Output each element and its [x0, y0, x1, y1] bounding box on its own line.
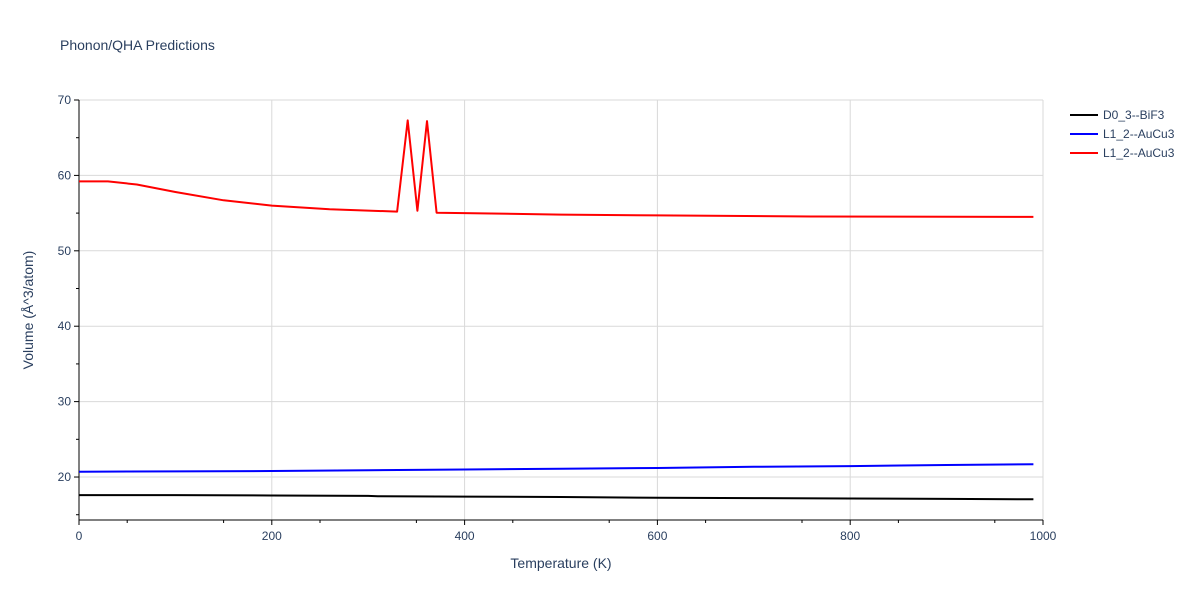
grid [79, 99, 1044, 520]
series-line-0 [79, 494, 1034, 501]
x-tick-label: 600 [647, 529, 667, 543]
x-ticks: 0 200 400 600 800 1000 [76, 520, 1057, 543]
y-ticks: 20 30 40 50 60 70 [58, 93, 79, 516]
x-tick-label: 1000 [1030, 529, 1057, 543]
y-axis-title: Volume (Å^3/atom) [20, 251, 36, 370]
axes [78, 100, 1043, 521]
x-axis-title: Temperature (K) [510, 555, 611, 571]
chart-title: Phonon/QHA Predictions [60, 37, 215, 53]
y-tick-label: 50 [58, 244, 72, 258]
y-tick-label: 30 [58, 395, 72, 409]
legend-label: D0_3--BiF3 [1103, 108, 1165, 122]
x-tick-label: 0 [76, 529, 83, 543]
y-tick-label: 70 [58, 93, 72, 107]
legend: D0_3--BiF3 L1_2--AuCu3 L1_2--AuCu3 [1070, 108, 1175, 160]
legend-label: L1_2--AuCu3 [1103, 127, 1175, 141]
series-lines [78, 119, 1034, 501]
y-tick-label: 20 [58, 470, 72, 484]
y-tick-label: 60 [58, 168, 72, 182]
x-tick-label: 200 [262, 529, 282, 543]
y-tick-label: 40 [58, 319, 72, 333]
series-line-1 [78, 463, 1034, 473]
x-tick-label: 400 [455, 529, 475, 543]
series-line-2 [79, 119, 1034, 218]
x-tick-label: 800 [840, 529, 860, 543]
legend-label: L1_2--AuCu3 [1103, 146, 1175, 160]
